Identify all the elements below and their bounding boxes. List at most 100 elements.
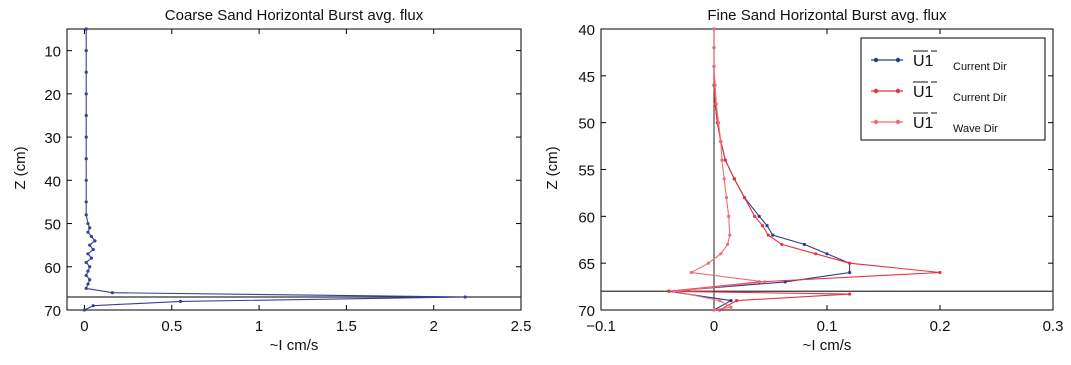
chart1-series-1-point [86, 269, 90, 273]
chart1-series-1-point [178, 299, 183, 303]
chart1-xtick-label: 1 [255, 318, 263, 335]
chart2-series-3-point [718, 299, 722, 303]
chart2-ytick-label: 55 [578, 163, 595, 180]
chart2-ytick-label: 45 [578, 69, 595, 86]
chart1-xtick-label: 0.5 [161, 318, 182, 335]
chart1-title: Coarse Sand Horizontal Burst avg. flux [165, 7, 424, 24]
chart1-ytick-label: 40 [44, 173, 61, 190]
legend-symbol-1: U1 [913, 53, 934, 70]
chart2-ytick-label: 40 [578, 22, 595, 39]
chart2-series-3-point [712, 308, 716, 312]
legend-label-3: Wave Dir [953, 123, 998, 135]
chart1-series-1-point [84, 213, 88, 217]
chart1-xtick-label: 0 [80, 318, 88, 335]
chart1-series-1-point [84, 27, 88, 31]
chart1-ytick-label: 70 [44, 303, 61, 320]
chart1-ytick-label: 60 [44, 260, 61, 277]
chart2-xtick-label: 0 [710, 318, 718, 335]
chart1-series-1-point [88, 278, 92, 282]
chart1-series-1-point [86, 252, 90, 256]
chart2-ytick-label: 65 [578, 256, 595, 273]
chart2-series-2-point [742, 196, 747, 200]
chart2-ytick-label: 70 [578, 303, 595, 320]
chart1-series-1-point [463, 295, 467, 299]
chart2-series-3-point [763, 280, 767, 284]
chart2-series-3-point [714, 102, 718, 106]
chart1-series-1-point [91, 304, 95, 308]
chart2-series-3-point [672, 289, 677, 293]
chart2-xtick-label: −0.1 [586, 318, 616, 335]
chart1-ytick-label: 30 [44, 130, 61, 147]
legend-marker-3 [895, 119, 901, 125]
chart2-series-3-point [712, 27, 716, 31]
chart1-series-1-point [93, 239, 97, 243]
legend-marker-3 [873, 119, 879, 125]
chart2-series-3-point [712, 64, 716, 69]
legend-marker-2 [895, 88, 901, 94]
chart1-series-1-point [110, 291, 114, 295]
chart1-series-1-point [84, 135, 88, 139]
chart2-ytick-label: 50 [578, 116, 595, 133]
chart2-series-3-point [722, 177, 726, 181]
chart2-ytick-label: 60 [578, 209, 595, 226]
chart1-series-1-point [89, 256, 94, 260]
legend-marker-1 [895, 57, 901, 63]
legend-marker-2 [873, 88, 879, 94]
chart2: Fine Sand Horizontal Burst avg. flux −0.1… [544, 7, 1063, 354]
chart1-series-1-point [84, 92, 88, 96]
chart2-series-3-point [729, 305, 733, 309]
chart1-ytick-label: 10 [44, 44, 61, 61]
chart1-series-1-point [88, 243, 92, 247]
chart2-series-1-point [771, 233, 775, 237]
chart2-series-1-point [848, 270, 852, 275]
chart2-series-3-point [728, 233, 732, 237]
chart2-series-2-point [780, 242, 784, 247]
legend-label-2: Current Dir [953, 92, 1007, 104]
chart2-ylabel: Z (cm) [544, 146, 561, 189]
chart2-series-3-point [725, 242, 730, 247]
chart2-series-3-point [712, 46, 716, 50]
chart1-ylabel: Z (cm) [12, 146, 29, 189]
chart2-xtick-label: 0.1 [817, 318, 838, 335]
chart1-series-1-point [84, 178, 88, 182]
chart2-series-2-point [938, 270, 942, 275]
chart1-series-1-point [84, 286, 88, 290]
chart2-series-2-point [848, 292, 852, 296]
chart2-series-1-point [825, 252, 829, 256]
chart2-series-3-point [719, 139, 723, 143]
chart1-plot-frame [66, 28, 522, 311]
chart2-series-2-point [753, 214, 757, 218]
chart1: Coarse Sand Horizontal Burst avg. flux 0 0… [12, 7, 531, 354]
chart2-series-3-point [727, 214, 731, 218]
chart2-series-3-point [716, 121, 721, 125]
chart2-series-2-point [723, 158, 727, 162]
chart2-series-1-point [765, 224, 769, 228]
chart2-series-2-point [814, 252, 818, 256]
chart2-series-3-point [713, 83, 717, 87]
chart2-xtick-label: 0.2 [930, 318, 951, 335]
chart2-series-1-point [802, 242, 807, 247]
chart1-series-1-point [84, 200, 88, 204]
chart2-series-2-line [668, 29, 941, 311]
chart2-series-3-point [689, 270, 694, 275]
chart2-series-2-point [848, 261, 852, 265]
chart2-title: Fine Sand Horizontal Burst avg. flux [707, 7, 947, 24]
legend-label-1: Current Dir [953, 61, 1007, 73]
chart1-xlabel: ~I cm/s [270, 337, 319, 354]
chart2-series-2-point [732, 177, 736, 181]
legend-box [860, 37, 1046, 141]
legend-symbol-2: U1 [913, 84, 934, 101]
chart1-series-1-point [84, 273, 88, 278]
chart2-legend: U1 Current Dir U1 Current Dir U1 Wave Dir [860, 37, 1046, 141]
chart1-series-1-point [86, 221, 90, 226]
chart2-series-3-point [724, 196, 729, 200]
chart2-series-1-point [757, 214, 761, 218]
chart1-series-1-point [82, 308, 87, 312]
chart2-series-2-point [766, 233, 770, 237]
chart2-series-3-point [719, 252, 723, 256]
chart2-series-2-point [760, 224, 765, 228]
chart1-series-1-point [84, 260, 88, 265]
chart1-series-1-point [88, 226, 92, 230]
chart2-series-2-point [667, 289, 671, 293]
